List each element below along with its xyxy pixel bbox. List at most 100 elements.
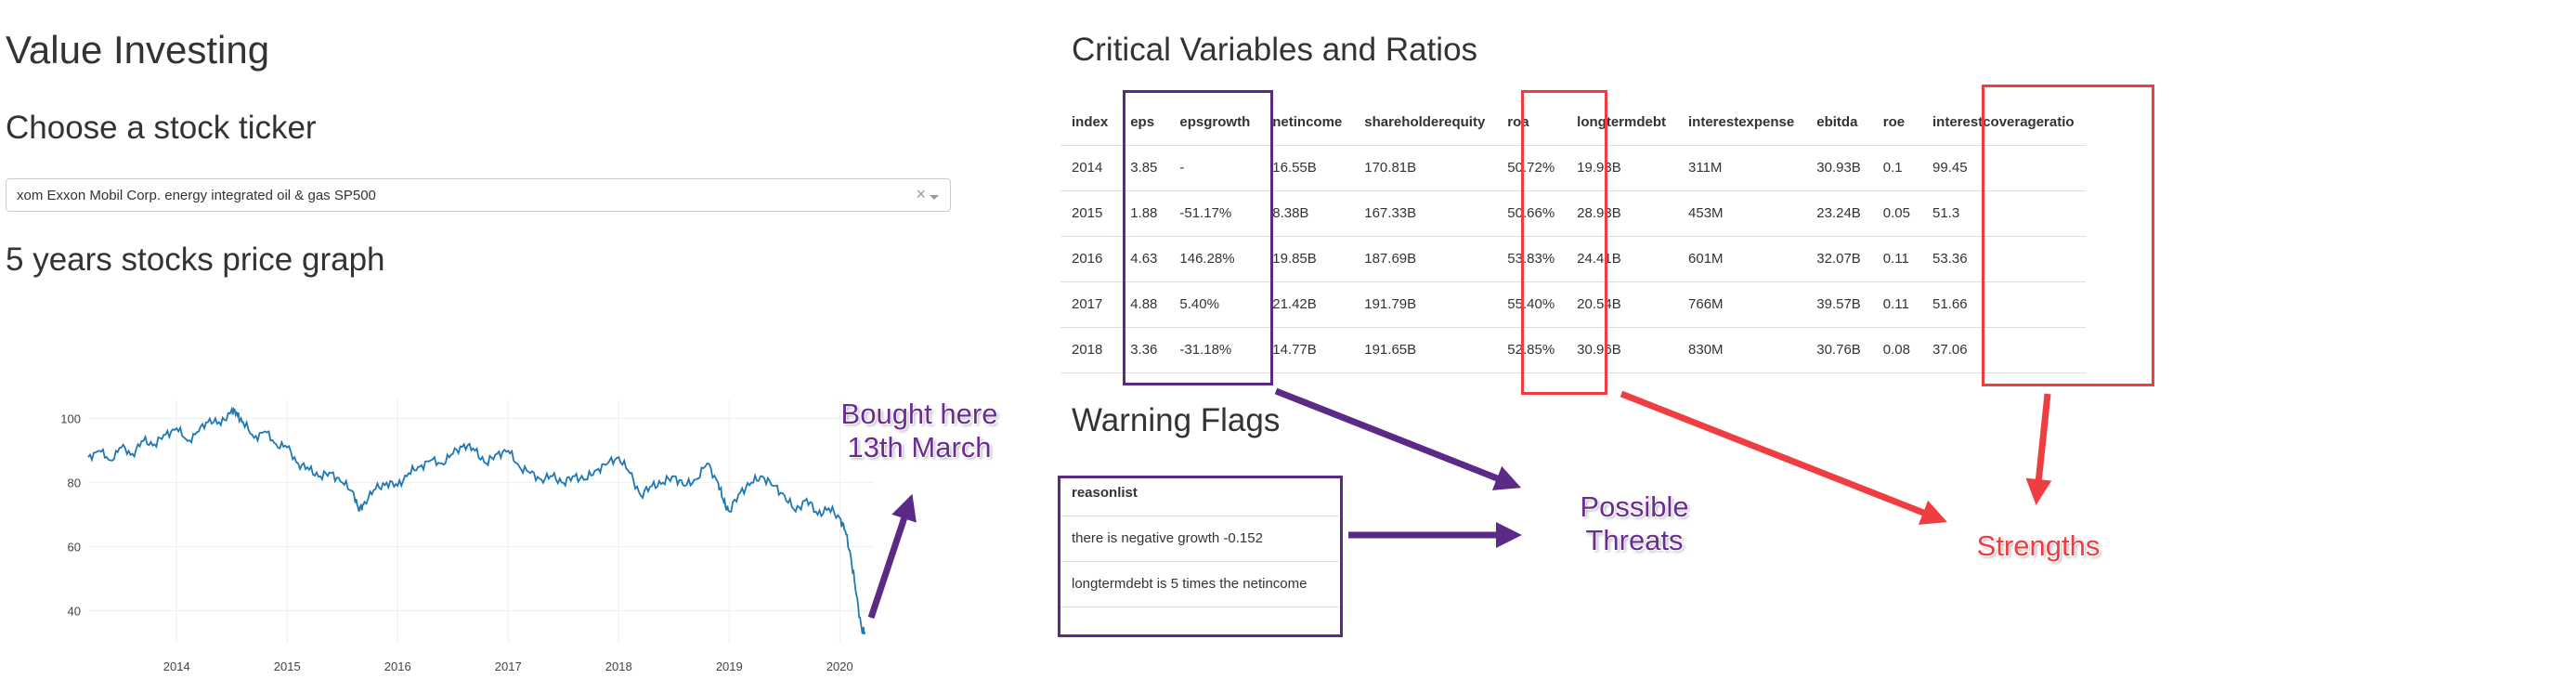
bought-annotation: Bought here 13th March [826,398,1012,464]
strengths-annotation: Strengths [1976,529,2101,562]
y-tick-label: 60 [68,541,81,555]
table-cell-roe: 0.05 [1871,190,1921,237]
ratios-heading: Critical Variables and Ratios [1072,32,1478,68]
y-tick-label: 80 [68,477,81,490]
ticker-dropdown[interactable]: xom Exxon Mobil Corp. energy integrated … [6,178,951,212]
table-cell-shareholderequity: 191.79B [1353,281,1497,328]
threats-line-1: Possible [1580,490,1689,523]
column-header-longtermdebt: longtermdebt [1566,99,1678,146]
table-cell-shareholderequity: 187.69B [1353,236,1497,282]
column-header-interestcoverageratio: interestcoverageratio [1921,99,2086,146]
column-header-interestexpense: interestexpense [1677,99,1806,146]
table-cell-ebitda: 30.93B [1805,145,1872,191]
table-row: 2014 3.85-16.55B 170.81B 50.72% 19.93B 311M 30… [1060,145,2086,191]
page-title: Value Investing [6,28,270,72]
table-cell-interestexpense: 311M [1677,145,1806,191]
table-cell-index: 2018 [1060,327,1120,373]
column-header-epsgrowth: epsgrowth [1168,99,1262,146]
list-item: there is negative growth -0.152 [1060,516,1339,562]
threats-annotation: Possible Threats [1542,490,1727,557]
ticker-dropdown-value: xom Exxon Mobil Corp. energy integrated … [17,188,376,203]
table-cell-interestexpense: 453M [1677,190,1806,237]
table-cell-longtermdebt: 30.96B [1566,327,1678,373]
bought-line-1: Bought here [840,398,998,430]
x-tick-label: 2020 [826,659,853,673]
table-cell-interestexpense: 766M [1677,281,1806,328]
table-cell-roe: 0.08 [1871,327,1921,373]
price-chart[interactable]: 40 60 80 100 2014 2015 2016 2017 2018 2019 2020 [37,390,873,678]
table-cell-interestcoverageratio: 99.45 [1921,145,2086,191]
table-cell-interestcoverageratio: 53.36 [1921,236,2086,282]
list-item: longtermdebt is 5 times the netincome [1060,561,1339,607]
table-cell-netincome: 16.55B [1261,145,1354,191]
table-cell-interestcoverageratio: 51.66 [1921,281,2086,328]
table-cell-netincome: 8.38B [1261,190,1354,237]
table-cell-index: 2016 [1060,236,1120,282]
column-header-ebitda: ebitda [1805,99,1872,146]
table-cell-shareholderequity: 170.81B [1353,145,1497,191]
column-header-roa: roa [1496,99,1567,146]
ticker-heading: Choose a stock ticker [6,110,317,146]
y-tick-label: 40 [68,605,81,619]
table-cell-epsgrowth: - [1168,145,1262,191]
table-cell-ebitda: 23.24B [1805,190,1872,237]
eps-threat-arrow [1274,387,1522,490]
table-cell-longtermdebt: 19.93B [1566,145,1678,191]
table-cell-eps: 3.36 [1119,327,1169,373]
table-row: 2017 4.88 5.40% 21.42B 191.79B 55.40% 20.54B 76… [1060,281,2086,328]
table-cell-interestcoverageratio: 51.3 [1921,190,2086,237]
table-cell-index: 2014 [1060,145,1120,191]
table-cell-epsgrowth: 5.40% [1168,281,1262,328]
table-cell-longtermdebt: 20.54B [1566,281,1678,328]
table-cell-longtermdebt: 28.93B [1566,190,1678,237]
table-cell-epsgrowth: -31.18% [1168,327,1262,373]
table-cell-ebitda: 32.07B [1805,236,1872,282]
table-cell-eps: 1.88 [1119,190,1169,237]
table-cell-index: 2015 [1060,190,1120,237]
x-tick-label: 2019 [716,659,743,673]
x-tick-label: 2014 [163,659,190,673]
column-header-eps: eps [1119,99,1169,146]
table-cell-epsgrowth: 146.28% [1168,236,1262,282]
table-cell-eps: 3.85 [1119,145,1169,191]
table-cell-interestexpense: 830M [1677,327,1806,373]
bought-line-2: 13th March [847,431,992,464]
bought-arrow [867,493,917,620]
table-cell-roe: 0.11 [1871,236,1921,282]
roa-strength-arrow [1620,390,1948,525]
table-row: 2018 3.36 -31.18% 14.77B 191.65B 52.85% 30.96B… [1060,327,2086,373]
column-header-shareholderequity: shareholderequity [1353,99,1497,146]
x-tick-label: 2016 [384,659,411,673]
table-cell-ebitda: 39.57B [1805,281,1872,328]
clear-icon[interactable]: × [916,185,926,203]
column-header-netincome: netincome [1261,99,1354,146]
chevron-down-icon[interactable] [930,195,939,200]
table-row: 2016 4.63 146.28% 19.85B 187.69B 53.83% 24.41B… [1060,236,2086,282]
column-header-index: index [1060,99,1120,146]
column-header-roe: roe [1871,99,1921,146]
table-cell-longtermdebt: 24.41B [1566,236,1678,282]
table-cell-roa: 50.72% [1496,145,1567,191]
ratios-table: index eps epsgrowth netincome shareholderequ… [1060,99,2086,373]
table-cell-roa: 52.85% [1496,327,1567,373]
table-cell-eps: 4.88 [1119,281,1169,328]
table-header-row: index eps epsgrowth netincome shareholderequ… [1060,99,2086,146]
table-row: 2015 1.88 -51.17% 8.38B 167.33B 50.66% 28.93B 4… [1060,190,2086,237]
x-tick-label: 2017 [495,659,522,673]
table-cell-netincome: 14.77B [1261,327,1354,373]
flags-heading: Warning Flags [1072,402,1281,438]
table-cell-netincome: 21.42B [1261,281,1354,328]
x-tick-label: 2015 [274,659,301,673]
table-cell-roa: 50.66% [1496,190,1567,237]
table-cell-epsgrowth: -51.17% [1168,190,1262,237]
table-cell-index: 2017 [1060,281,1120,328]
y-tick-label: 100 [60,412,81,426]
threats-line-2: Threats [1585,524,1684,556]
table-cell-ebitda: 30.76B [1805,327,1872,373]
reason-cell: there is negative growth -0.152 [1060,516,1339,562]
price-line [87,405,866,635]
table-cell-roe: 0.11 [1871,281,1921,328]
table-cell-eps: 4.63 [1119,236,1169,282]
table-cell-roa: 53.83% [1496,236,1567,282]
